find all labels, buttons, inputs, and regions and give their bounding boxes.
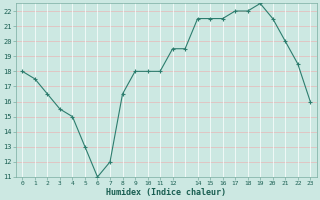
X-axis label: Humidex (Indice chaleur): Humidex (Indice chaleur) — [106, 188, 226, 197]
